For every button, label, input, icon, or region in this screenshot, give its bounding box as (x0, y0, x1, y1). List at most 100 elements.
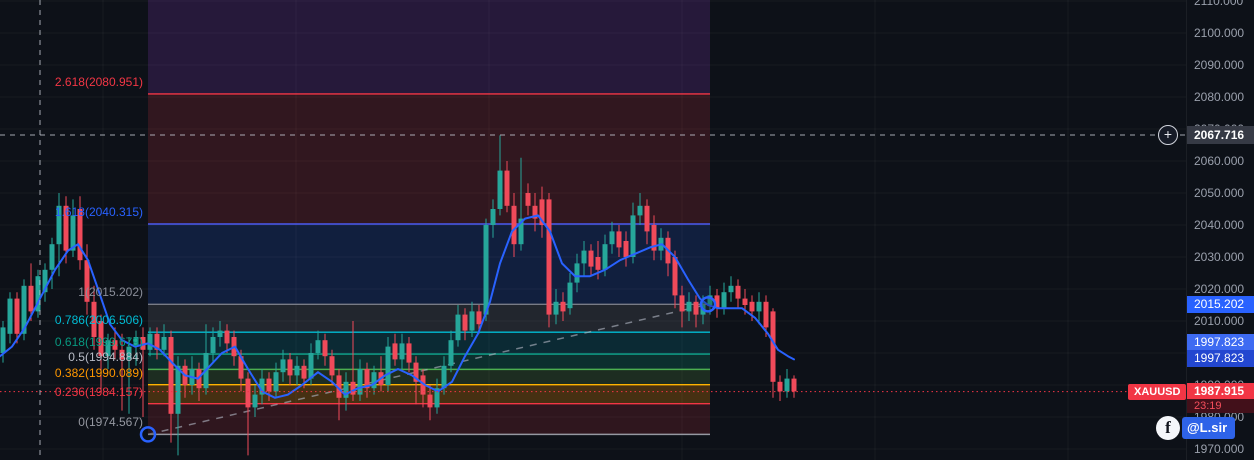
candle (532, 205, 538, 219)
candle (553, 301, 559, 315)
candle (763, 301, 769, 328)
candle (735, 285, 741, 299)
candle (175, 365, 181, 414)
candle (728, 285, 734, 293)
candle (497, 170, 503, 209)
candle (721, 292, 727, 309)
price-tick: 1970.000 (1194, 442, 1245, 456)
fib-zone (148, 223, 710, 305)
candle (84, 260, 90, 302)
candle (777, 381, 783, 392)
candle (679, 295, 685, 312)
add-alert-plus-button[interactable]: + (1158, 125, 1178, 145)
candle (14, 298, 20, 334)
candle (462, 314, 468, 331)
candle (574, 263, 580, 283)
candle (406, 343, 412, 363)
candle (609, 231, 615, 245)
candle (392, 343, 398, 360)
candle (315, 340, 321, 353)
candle (791, 378, 797, 392)
fib-zone (148, 354, 710, 370)
candle (644, 205, 650, 232)
candle (259, 378, 265, 395)
watermark-handle: @L.sir (1182, 417, 1236, 439)
candle (483, 225, 489, 315)
candle (350, 381, 356, 395)
candle (35, 276, 41, 312)
candle (287, 359, 293, 376)
fib-zone (148, 384, 710, 404)
candle (539, 199, 545, 225)
fib-zone (148, 332, 710, 355)
candle (343, 381, 349, 398)
candle (546, 199, 552, 315)
candle (504, 170, 510, 206)
candle (469, 311, 475, 331)
candle (637, 205, 643, 216)
candle (42, 269, 48, 293)
symbol-price-tag: XAUUSD (1128, 384, 1187, 400)
candle (371, 372, 377, 389)
candle (140, 337, 146, 350)
last-price-label: 1987.915 23:19 (1187, 383, 1254, 413)
channel-watermark: f @L.sir (1156, 416, 1236, 440)
candle (105, 340, 111, 357)
candle (399, 343, 405, 360)
candle (455, 314, 461, 341)
candle (7, 298, 13, 334)
price-axis[interactable]: 2110.0002100.0002090.0002080.0002070.000… (1186, 0, 1254, 460)
candle (616, 231, 622, 248)
candle (686, 301, 692, 312)
candle (329, 356, 335, 376)
crosshair-price-label: 2067.716 (1187, 126, 1254, 144)
candle (623, 241, 629, 257)
candle (126, 346, 132, 360)
candle (168, 337, 174, 414)
candle (602, 244, 608, 270)
candle (245, 378, 251, 408)
candle (756, 301, 762, 312)
candle (567, 282, 573, 309)
candle (581, 250, 587, 264)
candle (112, 340, 118, 350)
candle (413, 362, 419, 382)
price-tick: 2090.000 (1194, 58, 1245, 72)
candle (707, 295, 713, 305)
candle (28, 285, 34, 312)
candle (294, 365, 300, 376)
candle (49, 244, 55, 270)
candle (21, 285, 27, 334)
chart-canvas[interactable] (0, 0, 1186, 460)
candle (252, 394, 258, 408)
candle (273, 372, 279, 392)
candle (427, 394, 433, 408)
candle (266, 378, 272, 392)
candle (280, 359, 286, 373)
candle (714, 295, 720, 309)
candle (595, 257, 601, 270)
drawing-price-label: 1997.823 (1187, 334, 1254, 351)
candle (63, 205, 69, 251)
candle (560, 301, 566, 312)
price-tick: 2020.000 (1194, 282, 1245, 296)
price-tick: 2030.000 (1194, 250, 1245, 264)
drawing-price-label: 2015.202 (1187, 296, 1254, 313)
price-tick: 2050.000 (1194, 186, 1245, 200)
candle (441, 365, 447, 389)
candle (357, 369, 363, 395)
candle (490, 209, 496, 225)
candle (518, 218, 524, 245)
bar-countdown: 23:19 (1187, 399, 1254, 413)
candle (476, 311, 482, 325)
candle (693, 301, 699, 315)
candle (322, 340, 328, 357)
fib-zone (148, 0, 710, 94)
candle (742, 298, 748, 305)
candle (364, 369, 370, 389)
candle (154, 333, 160, 350)
candle (77, 209, 83, 261)
fib-zone (148, 93, 710, 224)
candle (224, 330, 230, 344)
fib-anchor-handle (699, 296, 717, 313)
